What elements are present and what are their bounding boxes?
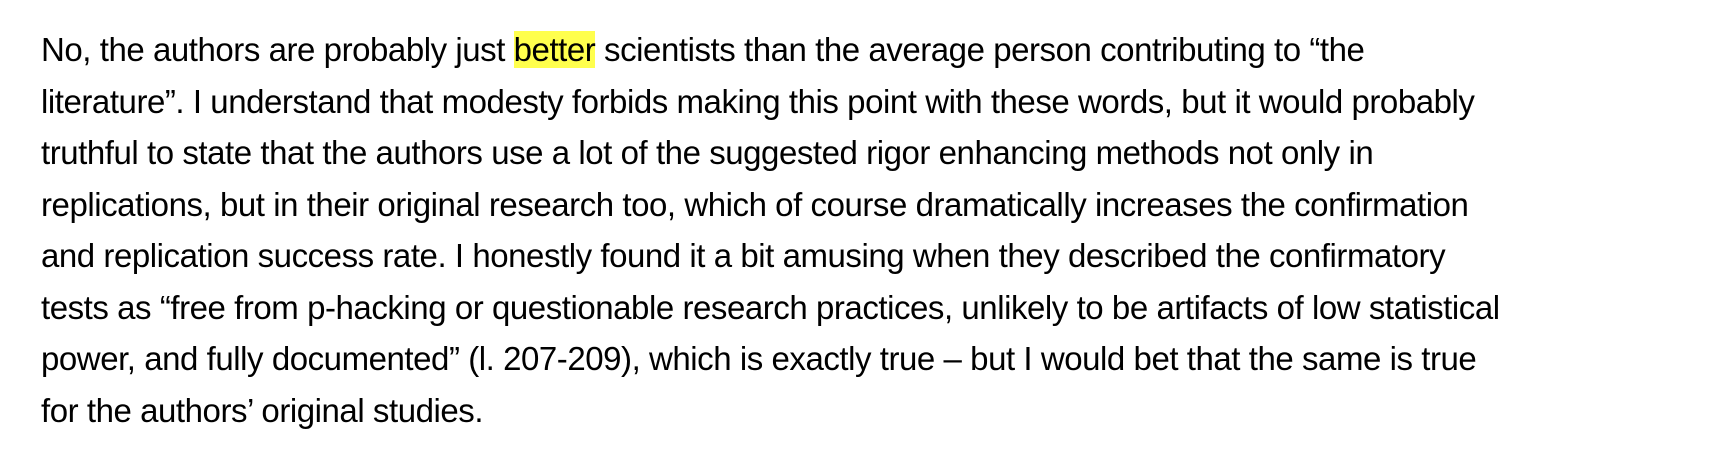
highlighted-word[interactable]: better: [513, 31, 596, 68]
text-line-1: No, the authors are probably just better…: [41, 24, 1721, 76]
text-line-5: and replication success rate. I honestly…: [41, 237, 1446, 274]
text-line-8: for the authors’ original studies.: [41, 391, 484, 429]
text-line-7: power, and fully documented” (l. 207-209…: [41, 340, 1477, 377]
document-body: No, the authors are probably just better…: [41, 24, 1721, 436]
text-segment: scientists than the average person contr…: [595, 31, 1365, 68]
text-line-2: literature”. I understand that modesty f…: [41, 82, 1475, 120]
text-line-4: replications, but in their original rese…: [41, 185, 1469, 223]
text-line-3: truthful to state that the authors use a…: [41, 134, 1374, 171]
text-line-6: tests as “free from p-hacking or questio…: [41, 288, 1500, 326]
text-segment: No, the authors are probably just: [41, 31, 514, 68]
